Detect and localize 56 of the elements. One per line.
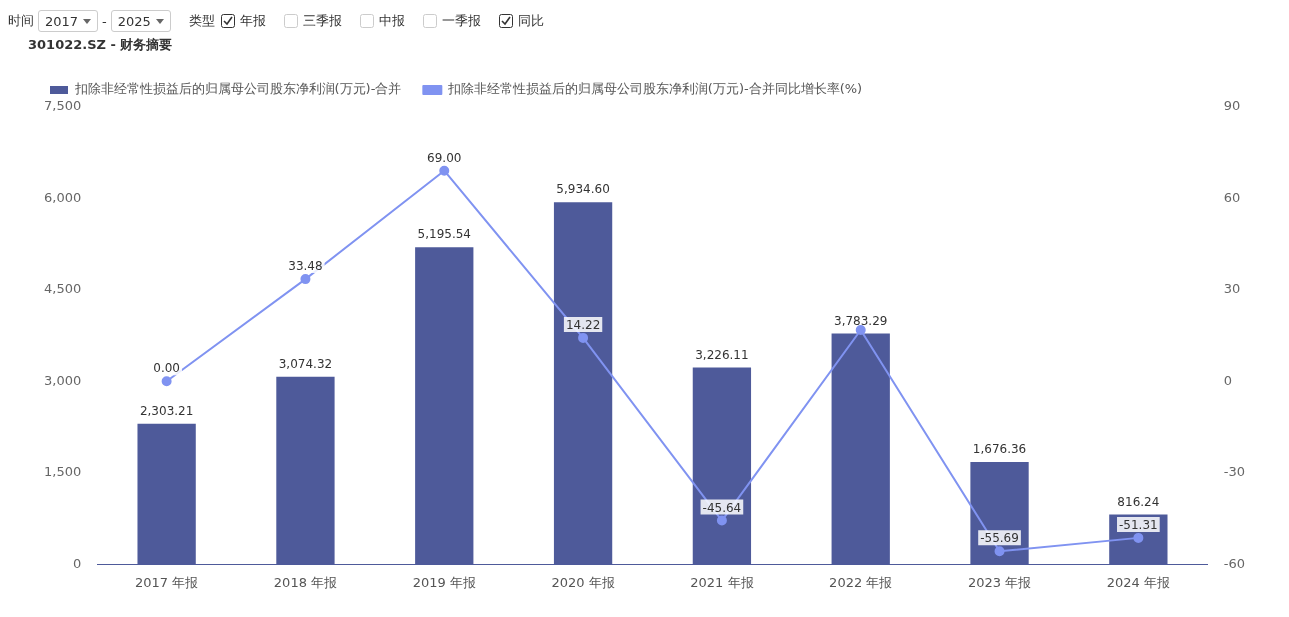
data-label: 1,676.36 xyxy=(972,442,1027,457)
y-tick-label: 7,500 xyxy=(44,97,82,113)
point xyxy=(994,546,1005,557)
text: 三季报 xyxy=(302,12,342,30)
legend-label: 扣除非经常性损益后的归属母公司股东净利润(万元)-合并同比增长率(%) xyxy=(446,81,863,97)
text: - xyxy=(102,13,107,29)
chart-title: 301022.SZ - 财务摘要 xyxy=(28,37,173,53)
data-label: 14.22 xyxy=(565,318,601,333)
x-tick-label: 2024 年报 xyxy=(1106,574,1170,590)
y2-tick-label: 60 xyxy=(1223,189,1241,205)
point xyxy=(716,515,727,526)
y-tick-label: 4,500 xyxy=(44,281,82,297)
data-label: 69.00 xyxy=(427,150,462,165)
y-tick-label: 0 xyxy=(72,555,82,571)
x-tick-label: 2021 年报 xyxy=(690,574,754,590)
text: 类型 xyxy=(188,12,215,30)
data-label: 3,074.32 xyxy=(278,356,333,371)
y2-tick-label: 30 xyxy=(1223,281,1241,297)
point xyxy=(855,325,866,336)
text: 一季报 xyxy=(441,12,481,30)
y2-tick-label: 0 xyxy=(1223,372,1233,388)
point xyxy=(439,165,450,176)
y2-tick-label: -30 xyxy=(1223,464,1245,480)
text: 年报 xyxy=(239,12,266,30)
x-tick-label: 2017 年报 xyxy=(135,574,199,590)
x-tick-label: 2019 年报 xyxy=(412,574,476,590)
y-tick-label: 1,500 xyxy=(44,464,82,480)
text: 时间 xyxy=(8,12,34,30)
point xyxy=(300,274,311,285)
data-label: 816.24 xyxy=(1117,494,1160,509)
data-label: -51.31 xyxy=(1119,518,1158,532)
data-label: 5,195.54 xyxy=(417,227,471,242)
text: 2017 xyxy=(45,13,79,29)
point xyxy=(1133,532,1144,543)
y-tick-label: 6,000 xyxy=(44,189,82,205)
text: 中报 xyxy=(378,12,405,30)
data-label: -55.69 xyxy=(980,531,1019,546)
x-tick-label: 2020 年报 xyxy=(551,574,615,590)
y-tick-label: 3,000 xyxy=(44,372,82,388)
data-label: -45.64 xyxy=(702,500,742,515)
point xyxy=(578,332,589,343)
x-tick-label: 2022 年报 xyxy=(829,574,893,590)
legend-label: 扣除非经常性损益后的归属母公司股东净利润(万元)-合并 xyxy=(73,81,402,97)
data-label: 0.00 xyxy=(153,361,180,376)
y2-tick-label: 90 xyxy=(1223,97,1241,113)
text: 同比 xyxy=(517,12,544,30)
data-label: 33.48 xyxy=(288,259,323,274)
x-tick-label: 2018 年报 xyxy=(273,574,338,590)
data-label: 2,303.21 xyxy=(139,403,194,418)
y2-tick-label: -60 xyxy=(1223,555,1245,571)
data-label: 5,934.60 xyxy=(556,182,610,197)
point xyxy=(161,376,172,387)
text: 2025 xyxy=(117,13,151,29)
data-label: 3,226.11 xyxy=(695,347,749,362)
x-tick-label: 2023 年报 xyxy=(967,574,1032,590)
data-label: 3,783.29 xyxy=(834,313,888,328)
